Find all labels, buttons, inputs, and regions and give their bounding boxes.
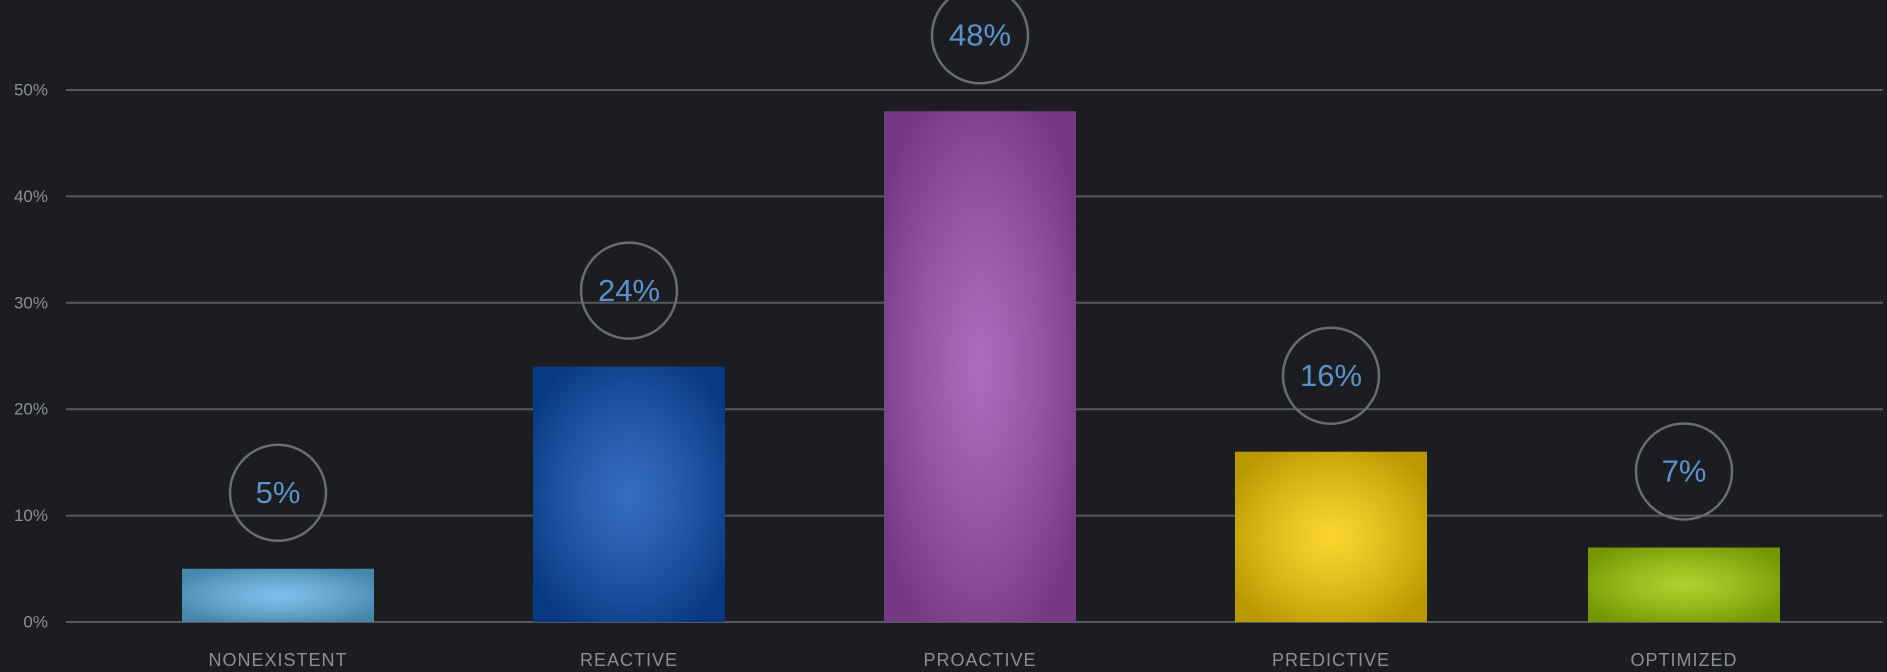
y-tick-label: 10% (14, 506, 48, 525)
bar-shine (1235, 451, 1427, 622)
value-label: 24% (598, 273, 660, 308)
value-label: 5% (256, 475, 301, 510)
x-tick-label: REACTIVE (580, 650, 678, 670)
value-badge (579, 241, 679, 340)
value-badge (1281, 326, 1381, 426)
value-badge (930, 0, 1030, 85)
y-tick-label: 0% (23, 612, 48, 631)
value-label: 48% (949, 17, 1011, 52)
value-badge (228, 443, 328, 543)
bar-shine (1588, 547, 1780, 622)
y-tick-label: 40% (14, 187, 48, 206)
value-badge (1634, 422, 1734, 521)
bar-shine (182, 568, 374, 622)
x-tick-label: PROACTIVE (923, 650, 1036, 670)
y-tick-label: 20% (14, 400, 48, 419)
x-tick-label: OPTIMIZED (1631, 650, 1738, 670)
x-tick-label: PREDICTIVE (1272, 650, 1390, 670)
bar-shine (884, 111, 1076, 622)
x-tick-label: NONEXISTENT (208, 650, 347, 670)
y-tick-label: 30% (14, 293, 48, 312)
value-label: 7% (1662, 454, 1707, 489)
y-tick-label: 50% (14, 80, 48, 99)
value-label: 16% (1300, 358, 1362, 393)
bar-shine (533, 366, 725, 622)
